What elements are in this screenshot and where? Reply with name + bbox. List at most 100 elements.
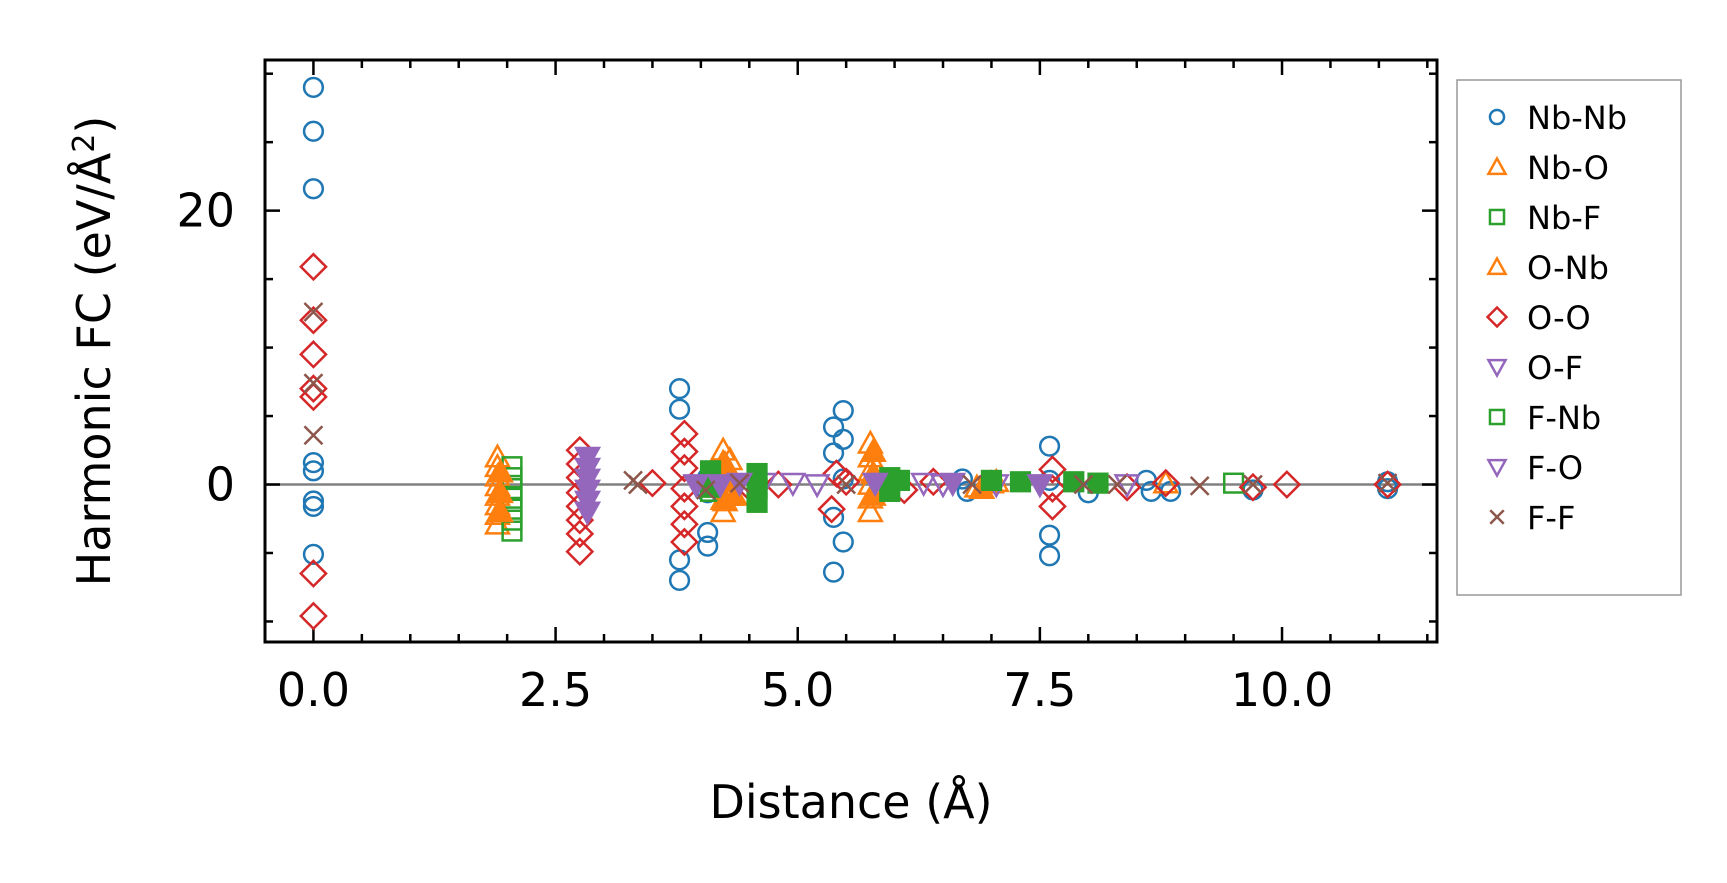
data-point: [1087, 472, 1109, 494]
legend-item: Nb-O: [1486, 149, 1609, 187]
data-point: [302, 76, 325, 98]
data-point: [1038, 435, 1061, 457]
legend-frame: [1456, 79, 1682, 596]
x-tick-label: 0.0: [277, 663, 350, 717]
data-point: [1038, 545, 1061, 567]
legend-marker: [1486, 255, 1508, 276]
axis-ticks: [263, 60, 1437, 642]
legend-label: F-Nb: [1527, 399, 1601, 437]
legend-label: O-Nb: [1527, 249, 1609, 287]
legend-label: Nb-Nb: [1527, 99, 1627, 137]
legend-marker: [1486, 155, 1508, 176]
data-point: [962, 474, 982, 495]
data-point: [670, 419, 699, 449]
legend-marker: [1485, 305, 1509, 329]
data-point: [1373, 470, 1402, 499]
data-point: [302, 451, 325, 474]
data-point: [695, 480, 716, 500]
data-point: [1377, 473, 1398, 494]
x-tick-label: 2.5: [519, 663, 592, 717]
data-point: [668, 398, 691, 420]
data-point: [299, 374, 328, 404]
legend-item: O-Nb: [1486, 249, 1609, 287]
data-point: [302, 495, 325, 518]
legend-marker: [1486, 358, 1508, 379]
data-point: [303, 302, 324, 322]
tick-labels: 0.0 2.5 5.0 7.5 10.0 0 20: [176, 184, 1333, 717]
data-point: [299, 559, 328, 588]
data-point: [302, 490, 325, 512]
data-point: [1189, 476, 1210, 496]
data-point: [836, 474, 857, 495]
data-point: [574, 501, 602, 526]
data-point: [706, 474, 734, 499]
data-point: [763, 470, 793, 499]
data-point: [1243, 474, 1263, 495]
x-axis-title: Distance (Å): [709, 775, 992, 829]
y-axis-title: Harmonic FC (eV/Å2): [67, 116, 121, 587]
data-point: [888, 469, 911, 492]
data-point: [910, 472, 938, 498]
data-point: [670, 509, 699, 539]
data-point: [668, 569, 691, 591]
data-point: [822, 506, 845, 528]
legend-item: O-F: [1486, 349, 1583, 387]
data-point: [670, 527, 699, 557]
data-point: [302, 543, 325, 565]
legend-item: Nb-Nb: [1488, 99, 1627, 137]
y-tick-label: 0: [206, 458, 235, 512]
data-point: [1026, 474, 1054, 499]
legend-marker: [1488, 408, 1506, 426]
data-point: [1107, 474, 1128, 495]
data-point: [817, 494, 846, 524]
data-point: [1073, 474, 1094, 495]
data-point: [299, 601, 328, 631]
data-point: [302, 178, 325, 200]
legend-item: Nb-F: [1488, 199, 1601, 237]
x-tick-label: 5.0: [761, 663, 834, 717]
data-point: [1009, 471, 1032, 493]
legend-marker: [1488, 108, 1506, 126]
data-point: [779, 472, 807, 498]
data-point: [1152, 469, 1180, 494]
data-point: [859, 481, 887, 506]
x-tick-label: 10.0: [1231, 663, 1333, 717]
data-point: [697, 521, 719, 544]
legend-label: F-O: [1527, 449, 1583, 487]
data-point: [670, 453, 699, 483]
legend-label: F-F: [1527, 499, 1575, 537]
data-point: [1038, 455, 1067, 484]
legend-marker: [1486, 458, 1508, 479]
legend-label: O-F: [1527, 349, 1583, 387]
data-point: [302, 120, 325, 142]
data-point: [861, 472, 889, 498]
data-point: [832, 428, 854, 450]
legend-label: O-O: [1527, 299, 1591, 337]
data-point: [1063, 471, 1085, 493]
data-point: [918, 467, 948, 497]
x-tick-label: 7.5: [1003, 663, 1076, 717]
data-point: [729, 473, 750, 494]
data-point: [299, 340, 328, 369]
data-point: [1272, 470, 1302, 499]
data-point: [299, 305, 328, 335]
data-point: [565, 537, 595, 566]
legend: Nb-Nb Nb-O Nb-F O-Nb O-O O-F F-Nb F-O F-F: [1456, 79, 1682, 596]
series-F-F: [303, 302, 1398, 500]
data-point: [822, 561, 845, 583]
legend-item: O-O: [1485, 299, 1591, 337]
legend-marker: [1488, 208, 1506, 226]
legend-item: F-F: [1489, 499, 1575, 537]
data-point: [856, 497, 884, 523]
data-point: [746, 491, 768, 513]
data-point: [628, 474, 648, 495]
data-point: [832, 531, 854, 553]
data-point: [303, 425, 324, 446]
data-point: [980, 469, 1003, 492]
legend-marker: [1489, 509, 1505, 525]
data-point: [302, 460, 325, 482]
plot-frame: [263, 58, 1439, 644]
data-point: [1238, 472, 1268, 502]
data-point: [1151, 468, 1181, 498]
